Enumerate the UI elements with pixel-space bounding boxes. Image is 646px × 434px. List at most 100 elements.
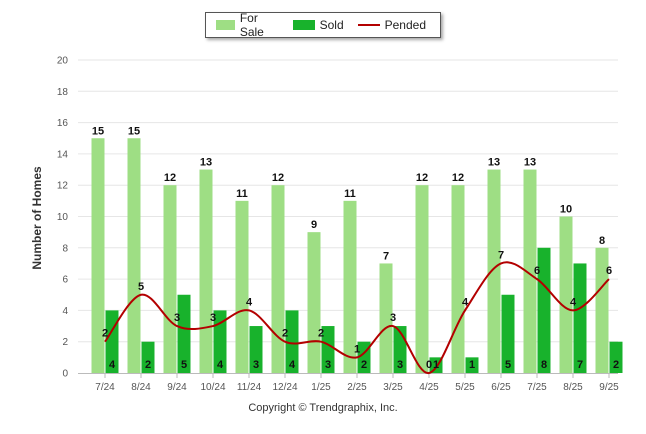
- label-sold-1/25: 3: [325, 359, 331, 371]
- y-axis-title: Number of Homes: [30, 166, 44, 270]
- y-tick-label-20: 20: [57, 56, 69, 67]
- bar-sold-9/24[interactable]: [177, 294, 191, 373]
- y-tick-label-18: 18: [57, 87, 69, 98]
- label-pended-8/24: 5: [138, 281, 144, 293]
- x-tick-label-8/25: 8/25: [563, 382, 583, 393]
- x-tick-label-9/24: 9/24: [167, 382, 187, 393]
- label-sold-12/24: 4: [289, 359, 296, 371]
- label-pended-7/24: 2: [102, 328, 108, 340]
- legend-label-sold: Sold: [319, 18, 344, 32]
- label-pended-5/25: 4: [462, 296, 469, 308]
- bar-for-sale-11/24[interactable]: [235, 200, 249, 373]
- bar-sold-9/25[interactable]: [609, 341, 623, 373]
- bar-sold-1/25[interactable]: [321, 326, 335, 373]
- label-sold-7/24: 4: [109, 359, 116, 371]
- label-sold-8/25: 7: [577, 359, 583, 371]
- bar-for-sale-6/25[interactable]: [487, 169, 501, 373]
- legend: For Sale Sold Pended: [205, 11, 441, 39]
- legend-item-for-sale[interactable]: For Sale: [216, 11, 279, 39]
- label-pended-6/25: 7: [498, 249, 504, 261]
- legend-item-pended[interactable]: Pended: [357, 18, 426, 32]
- label-sold-7/25: 8: [541, 359, 547, 371]
- bar-sold-5/25[interactable]: [465, 357, 479, 373]
- label-for-sale-9/25: 8: [599, 235, 605, 247]
- label-sold-4/25: 1: [433, 359, 439, 371]
- bar-sold-6/25[interactable]: [501, 294, 515, 373]
- line-pended[interactable]: [104, 261, 610, 374]
- label-sold-10/24: 4: [217, 359, 224, 371]
- x-tick-label-10/24: 10/24: [200, 382, 225, 393]
- label-for-sale-9/24: 12: [164, 172, 176, 184]
- label-for-sale-1/25: 9: [311, 219, 317, 231]
- bar-for-sale-10/24[interactable]: [199, 169, 213, 373]
- label-sold-5/25: 1: [469, 359, 475, 371]
- label-sold-8/24: 2: [145, 359, 151, 371]
- label-pended-7/25: 6: [534, 265, 540, 277]
- label-pended-1/25: 2: [318, 328, 324, 340]
- bar-sold-7/25[interactable]: [537, 247, 551, 373]
- label-pended-8/25: 4: [570, 296, 577, 308]
- label-pended-9/25: 6: [606, 265, 612, 277]
- bar-for-sale-2/25[interactable]: [343, 200, 357, 373]
- bar-for-sale-1/25[interactable]: [307, 232, 321, 373]
- x-tick-label-12/24: 12/24: [272, 382, 297, 393]
- x-tick-label-11/24: 11/24: [237, 382, 262, 393]
- bar-for-sale-4/25[interactable]: [415, 185, 429, 373]
- label-for-sale-11/24: 11: [236, 188, 248, 200]
- label-for-sale-7/25: 13: [524, 157, 536, 169]
- x-tick-label-8/24: 8/24: [131, 382, 151, 393]
- bar-for-sale-3/25[interactable]: [379, 263, 393, 373]
- label-for-sale-8/25: 10: [560, 204, 572, 216]
- label-for-sale-5/25: 12: [452, 172, 464, 184]
- bar-for-sale-8/25[interactable]: [559, 216, 573, 374]
- label-for-sale-6/25: 13: [488, 157, 500, 169]
- x-tick-label-6/25: 6/25: [491, 382, 511, 393]
- label-pended-10/24: 3: [210, 312, 216, 324]
- bar-sold-8/24[interactable]: [141, 341, 155, 373]
- label-for-sale-8/24: 15: [128, 125, 140, 137]
- x-tick-label-7/24: 7/24: [95, 382, 115, 393]
- bar-sold-12/24[interactable]: [285, 310, 299, 373]
- label-pended-3/25: 3: [390, 312, 396, 324]
- label-for-sale-7/24: 15: [92, 125, 104, 137]
- y-tick-label-6: 6: [62, 275, 68, 286]
- x-tick-label-4/25: 4/25: [419, 382, 439, 393]
- bar-sold-10/24[interactable]: [213, 310, 227, 373]
- label-sold-9/24: 5: [181, 359, 187, 371]
- legend-label-for-sale: For Sale: [239, 11, 264, 39]
- label-sold-2/25: 2: [361, 359, 367, 371]
- label-sold-9/25: 2: [613, 359, 619, 371]
- y-tick-label-12: 12: [57, 181, 69, 192]
- y-tick-label-0: 0: [62, 369, 68, 380]
- bar-for-sale-9/24[interactable]: [163, 185, 177, 373]
- y-tick-label-8: 8: [62, 243, 68, 254]
- copyright-text: Copyright © Trendgraphix, Inc.: [248, 402, 398, 414]
- label-sold-3/25: 3: [397, 359, 403, 371]
- bar-for-sale-8/24[interactable]: [127, 138, 141, 373]
- x-tick-label-3/25: 3/25: [383, 382, 403, 393]
- bar-for-sale-7/24[interactable]: [91, 138, 105, 373]
- label-for-sale-10/24: 13: [200, 157, 212, 169]
- bar-for-sale-9/25[interactable]: [595, 247, 609, 373]
- bar-for-sale-12/24[interactable]: [271, 185, 285, 373]
- x-tick-label-9/25: 9/25: [599, 382, 619, 393]
- y-tick-label-10: 10: [57, 212, 69, 223]
- bar-for-sale-5/25[interactable]: [451, 185, 465, 373]
- label-pended-11/24: 4: [246, 296, 253, 308]
- label-sold-11/24: 3: [253, 359, 259, 371]
- legend-swatch-pended: [357, 24, 380, 26]
- y-tick-label-4: 4: [62, 306, 68, 317]
- label-for-sale-2/25: 11: [344, 188, 356, 200]
- label-pended-2/25: 1: [354, 343, 360, 355]
- legend-item-sold[interactable]: Sold: [292, 18, 344, 32]
- x-tick-label-2/25: 2/25: [347, 382, 367, 393]
- x-tick-label-1/25: 1/25: [311, 382, 331, 393]
- label-for-sale-3/25: 7: [383, 250, 389, 262]
- bar-for-sale-7/25[interactable]: [523, 169, 537, 373]
- label-pended-9/24: 3: [174, 312, 180, 324]
- bar-sold-8/25[interactable]: [573, 263, 587, 373]
- legend-swatch-sold: [292, 20, 315, 30]
- bar-sold-11/24[interactable]: [249, 326, 263, 373]
